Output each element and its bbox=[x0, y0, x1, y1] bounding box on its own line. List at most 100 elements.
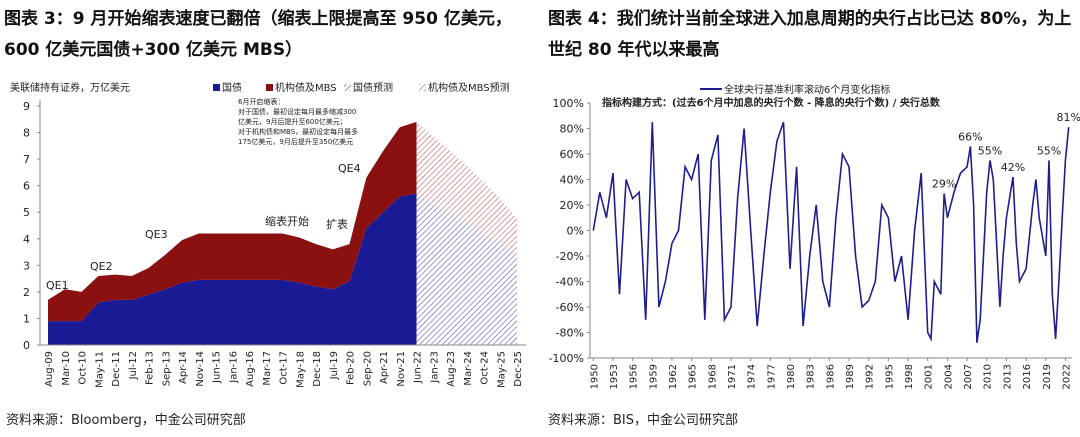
x-tick-label: 1956 bbox=[629, 364, 640, 389]
x-tick-label: 2010 bbox=[983, 364, 994, 389]
x-tick-label: 1983 bbox=[806, 364, 817, 389]
x-tick-label: 1992 bbox=[865, 364, 876, 389]
x-tick-label: May-25 bbox=[496, 351, 507, 388]
legend-label: 国债预测 bbox=[353, 81, 393, 94]
legend-swatch bbox=[344, 84, 351, 91]
x-tick-label: Mar-24 bbox=[463, 351, 474, 386]
x-tick-label: Dec-25 bbox=[513, 351, 524, 387]
annotation: 缩表开始 bbox=[265, 214, 309, 228]
y-tick-label: 3 bbox=[23, 259, 30, 272]
x-tick-label: Nov-14 bbox=[195, 351, 206, 387]
chart-title: 图表 4：我们统计当前全球进入加息周期的央行占比已达 80%，为上世纪 80 年… bbox=[548, 9, 1072, 60]
charts: 美联储持有证券，万亿美元 0 1 2 3 4 5 6 7 8 9 Aug-09 Mar-10 Oct-10… bbox=[10, 81, 1080, 389]
x-tick-label: 2013 bbox=[1002, 364, 1013, 389]
x-tick-label: 1998 bbox=[904, 364, 915, 389]
x-tick-label: Mar-17 bbox=[262, 351, 273, 386]
x-tick-label: 1953 bbox=[609, 364, 620, 389]
area bbox=[416, 121, 517, 257]
legend-swatch bbox=[419, 84, 426, 91]
x-tick-label: 2019 bbox=[1042, 364, 1053, 389]
legend-label: 全球央行基准利率滚动6个月变化指标 bbox=[724, 83, 890, 96]
annotation: 81% bbox=[1056, 111, 1080, 124]
annotation: 29% bbox=[932, 178, 956, 191]
axis-label: 美联储持有证券，万亿美元 bbox=[10, 81, 130, 94]
area bbox=[416, 193, 517, 345]
x-tick-label: Oct-24 bbox=[480, 351, 491, 385]
y-tick-label: 2 bbox=[23, 286, 30, 299]
note: 6月开启缩表： bbox=[238, 97, 284, 106]
x-tick-label: Mar-10 bbox=[61, 351, 72, 386]
y-tick-label: 0% bbox=[567, 225, 584, 238]
x-tick-label: Jun-22 bbox=[413, 351, 424, 384]
x-tick-label: Feb-13 bbox=[145, 351, 156, 385]
y-tick-label: 1 bbox=[23, 312, 30, 325]
x-tick-label: Sep-13 bbox=[161, 351, 172, 386]
x-tick-label: 1989 bbox=[845, 364, 856, 389]
annotation: QE4 bbox=[338, 162, 361, 175]
subtitle: 指标构建方式：(过去6个月中加息的央行个数 - 降息的央行个数) / 央行总数 bbox=[602, 96, 941, 109]
x-tick-label: 2022 bbox=[1061, 364, 1072, 389]
note: 175亿美元，9月后提升至350亿美元 bbox=[238, 137, 353, 146]
y-tick-label: 100% bbox=[553, 97, 584, 110]
x-tick-label: 1965 bbox=[688, 364, 699, 389]
x-tick-label: Jul-12 bbox=[128, 351, 139, 380]
x-tick-label: Jan-16 bbox=[228, 351, 239, 384]
x-tick-label: Oct-10 bbox=[78, 351, 89, 385]
chart-title: 图表 3：9 月开始缩表速度已翻倍（缩表上限提高至 950 亿美元，600 亿美… bbox=[4, 9, 512, 60]
y-tick-label: -100% bbox=[549, 352, 584, 365]
x-tick-label: May-18 bbox=[295, 351, 306, 388]
x-tick-label: Aug-09 bbox=[44, 351, 55, 387]
y-tick-label: 9 bbox=[23, 100, 30, 113]
line bbox=[592, 121, 1070, 343]
y-tick-label: -60% bbox=[556, 301, 584, 314]
y-tick-label: 5 bbox=[23, 206, 30, 219]
y-tick-label: 40% bbox=[560, 174, 584, 187]
x-tick-label: 1974 bbox=[747, 364, 758, 389]
x-tick-label: Dec-11 bbox=[111, 351, 122, 387]
legend-label: 机构债及MBS预测 bbox=[428, 81, 510, 94]
area bbox=[48, 193, 417, 345]
legend-label: 机构债及MBS bbox=[275, 81, 337, 94]
x-tick-label: Nov-21 bbox=[396, 351, 407, 387]
legend-label: 国债 bbox=[222, 81, 242, 94]
x-tick-label: 2007 bbox=[963, 364, 974, 389]
y-tick-label: 4 bbox=[23, 233, 30, 246]
x-tick-label: Jan-23 bbox=[429, 351, 440, 384]
annotation: QE2 bbox=[90, 260, 113, 273]
annotation: 66% bbox=[958, 130, 982, 143]
x-tick-label: 2001 bbox=[924, 364, 935, 389]
x-tick-label: Apr-14 bbox=[178, 351, 189, 384]
x-tick-label: 1971 bbox=[727, 364, 738, 389]
annotation: 55% bbox=[1037, 144, 1061, 157]
x-tick-label: 2016 bbox=[1022, 364, 1033, 389]
x-tick-label: 1980 bbox=[786, 364, 797, 389]
annotation: QE3 bbox=[145, 228, 168, 241]
x-tick-label: 1986 bbox=[825, 364, 836, 389]
legend-swatch bbox=[213, 84, 220, 91]
note: 对于机构债和MBS，最初设定每月最多 bbox=[238, 127, 358, 136]
x-tick-label: Feb-20 bbox=[346, 351, 357, 385]
annotation: QE1 bbox=[46, 279, 69, 292]
y-tick-label: 20% bbox=[560, 199, 584, 212]
note: 对于国债，最初设定每月最多缩减300 bbox=[238, 107, 356, 116]
x-tick-label: Jul-19 bbox=[329, 351, 340, 380]
source: 资料来源：Bloomberg，中金公司研究部 bbox=[6, 413, 246, 428]
x-tick-label: 1962 bbox=[668, 364, 679, 389]
x-tick-label: 1995 bbox=[884, 364, 895, 389]
y-tick-label: 80% bbox=[560, 123, 584, 136]
y-tick-label: -80% bbox=[556, 327, 584, 340]
note: 亿美元，9月后提升至600亿美元； bbox=[238, 117, 347, 126]
x-tick-label: Oct-17 bbox=[279, 351, 290, 385]
legend-swatch bbox=[266, 84, 273, 91]
x-tick-label: May-11 bbox=[94, 351, 105, 388]
y-tick-label: 7 bbox=[23, 153, 30, 166]
x-tick-label: 1959 bbox=[648, 364, 659, 389]
annotation: 55% bbox=[978, 144, 1002, 157]
x-tick-label: Dec-18 bbox=[312, 351, 323, 387]
y-tick-label: -40% bbox=[556, 276, 584, 289]
x-tick-label: Aug-23 bbox=[446, 351, 457, 387]
area bbox=[48, 121, 417, 322]
y-tick-label: 8 bbox=[23, 127, 30, 140]
y-tick-label: 60% bbox=[560, 148, 584, 161]
